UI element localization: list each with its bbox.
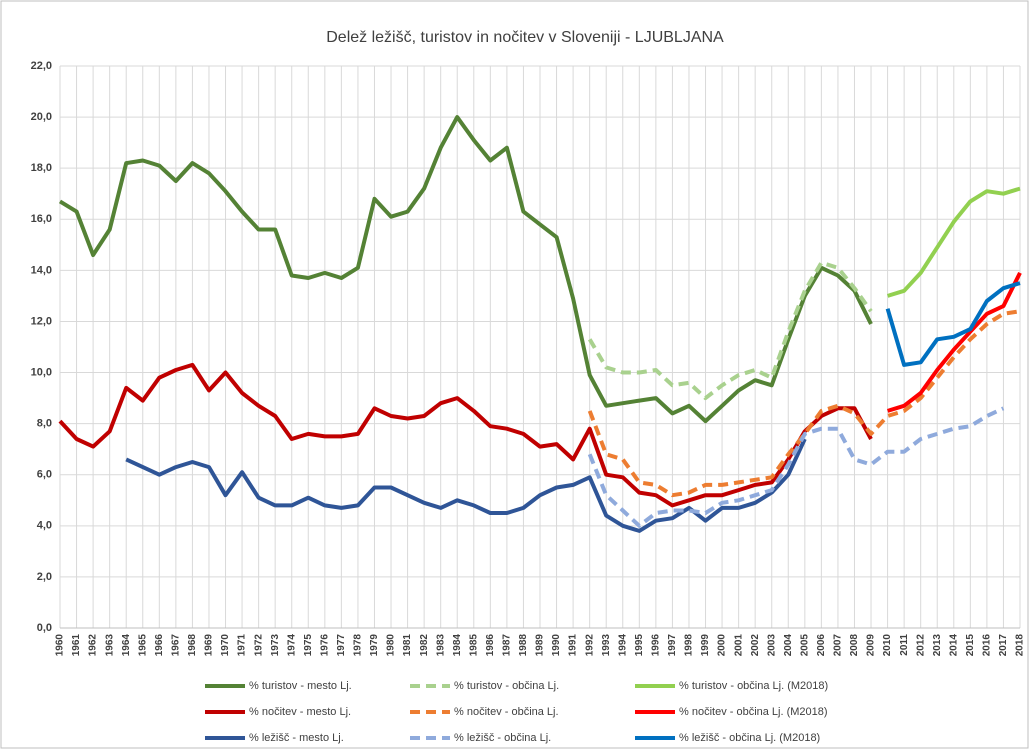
y-tick-label: 12,0 (31, 315, 52, 327)
x-tick-label: 1991 (568, 634, 579, 657)
x-tick-label: 2005 (799, 634, 810, 657)
x-tick-label: 2009 (866, 634, 877, 657)
x-tick-label: 1966 (154, 634, 165, 657)
y-tick-label: 16,0 (31, 213, 52, 225)
legend-label: % ležišč - mesto Lj. (249, 732, 344, 744)
y-tick-label: 10,0 (31, 366, 52, 378)
legend-label: % ležišč - občina Lj. (M2018) (679, 732, 820, 744)
x-tick-label: 1996 (651, 634, 662, 657)
x-tick-label: 2017 (998, 634, 1009, 657)
y-tick-label: 0,0 (37, 622, 52, 634)
x-tick-label: 2013 (932, 634, 943, 657)
x-tick-label: 1997 (667, 634, 678, 657)
x-tick-label: 2016 (982, 634, 993, 657)
x-tick-label: 1992 (584, 634, 595, 657)
x-tick-label: 1963 (104, 634, 115, 657)
x-tick-label: 2014 (948, 634, 959, 657)
series-line (587, 406, 1005, 528)
series-line (887, 186, 1021, 298)
x-tick-label: 1975 (303, 634, 314, 657)
series-line (587, 309, 1021, 498)
x-tick-label: 1971 (237, 634, 248, 657)
x-tick-label: 1983 (435, 634, 446, 657)
chart-title: Delež ležišč, turistov in nočitev v Slov… (326, 29, 724, 46)
x-tick-label: 2010 (882, 634, 893, 657)
x-tick-label: 2008 (849, 634, 860, 657)
x-tick-label: 1993 (601, 634, 612, 657)
x-tick-label: 1974 (286, 634, 297, 657)
x-tick-label: 2001 (733, 634, 744, 657)
x-tick-label: 2003 (766, 634, 777, 657)
x-tick-label: 1976 (319, 634, 330, 657)
series-line (887, 272, 1022, 413)
series-line (885, 281, 1021, 367)
legend-label: % turistov - občina Lj. (M2018) (679, 680, 828, 692)
x-tick-label: 1961 (71, 634, 82, 657)
x-tick-label: 2006 (816, 634, 827, 657)
x-tick-label: 1965 (137, 634, 148, 657)
x-tick-label: 1977 (336, 634, 347, 657)
y-tick-label: 22,0 (31, 60, 52, 72)
x-tick-label: 1985 (468, 634, 479, 657)
legend-label: % nočitev - mesto Lj. (249, 706, 351, 718)
x-tick-label: 1973 (270, 634, 281, 657)
series-line (58, 362, 873, 508)
x-tick-label: 1988 (518, 634, 529, 657)
x-tick-label: 1981 (402, 634, 413, 657)
legend-label: % turistov - občina Lj. (454, 680, 559, 692)
x-tick-label: 2012 (915, 634, 926, 657)
x-tick-label: 2000 (717, 634, 728, 657)
x-tick-label: 2011 (899, 634, 910, 656)
x-tick-label: 1978 (353, 634, 364, 657)
x-tick-label: 2007 (833, 634, 844, 657)
x-tick-label: 1990 (551, 634, 562, 657)
x-tick-label: 1989 (535, 634, 546, 657)
x-tick-label: 1994 (617, 634, 628, 657)
x-tick-label: 1960 (55, 634, 66, 657)
legend-label: % nočitev - občina Lj. (454, 706, 559, 718)
x-tick-label: 1984 (452, 634, 463, 657)
y-tick-label: 20,0 (31, 111, 52, 123)
x-tick-label: 1999 (700, 634, 711, 657)
x-tick-label: 1980 (386, 634, 397, 657)
x-tick-label: 1987 (502, 634, 513, 657)
x-tick-label: 1970 (220, 634, 231, 657)
y-tick-label: 4,0 (37, 520, 52, 532)
x-tick-label: 1962 (88, 634, 99, 657)
x-tick-label: 1972 (253, 634, 264, 657)
legend-label: % nočitev - občina Lj. (M2018) (679, 706, 828, 718)
legend-label: % ležišč - občina Lj. (454, 732, 551, 744)
y-tick-label: 6,0 (37, 469, 52, 481)
x-tick-label: 1995 (634, 634, 645, 657)
x-tick-label: 1982 (419, 634, 430, 657)
x-tick-label: 2004 (783, 634, 794, 657)
x-tick-label: 1998 (684, 634, 695, 657)
x-tick-label: 1969 (204, 634, 215, 657)
y-tick-label: 2,0 (37, 571, 52, 583)
y-tick-label: 8,0 (37, 418, 52, 430)
x-tick-label: 2018 (1015, 634, 1026, 657)
y-tick-label: 18,0 (31, 162, 52, 174)
x-tick-label: 1968 (187, 634, 198, 657)
x-tick-label: 1979 (369, 634, 380, 657)
x-tick-label: 1986 (485, 634, 496, 657)
legend-label: % turistov - mesto Lj. (249, 680, 352, 692)
x-tick-label: 1967 (171, 634, 182, 657)
x-tick-label: 1964 (121, 634, 132, 657)
x-tick-label: 2015 (965, 634, 976, 657)
y-tick-label: 14,0 (31, 264, 52, 276)
series-line (58, 115, 873, 424)
x-tick-label: 2002 (750, 634, 761, 657)
